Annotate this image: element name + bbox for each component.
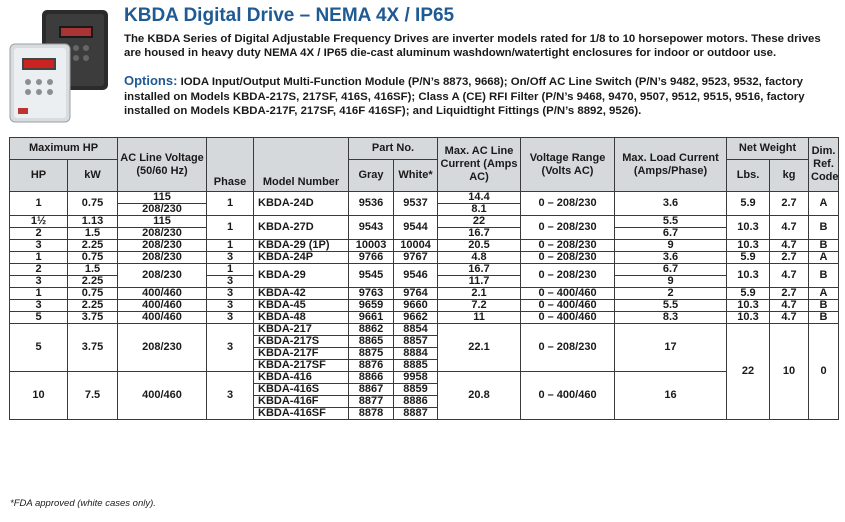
table-row: 1½ 1.13 115 1 KBDA-27D 9543 9544 22 0 – …	[9, 215, 840, 240]
options-label: Options:	[124, 73, 178, 88]
header-net-weight: Net Weight	[726, 137, 810, 160]
footnote: *FDA approved (white cases only).	[10, 498, 156, 509]
table-row: 5 3.75 208/230 3 KBDA-217 8862 8854 22.1…	[9, 323, 840, 420]
table-row: 1 0.75 208/230 3 KBDA-24P 9766 9767 4.8 …	[9, 251, 840, 264]
header-white: White*	[393, 159, 439, 192]
header-lbs: Lbs.	[726, 159, 771, 192]
table-header: Maximum HP AC Line Voltage (50/60 Hz) Ph…	[8, 137, 840, 192]
header-max-hp: Maximum HP	[8, 137, 119, 160]
table-row: 2 1.5 208/230 1 KBDA-29 9545 9546 16.7 0…	[9, 263, 840, 288]
table-row: 1 0.75 400/460 3 KBDA-42 9763 9764 2.1 0…	[9, 287, 840, 300]
header-gray: Gray	[348, 159, 395, 192]
table-row: 3 2.25 400/460 3 KBDA-45 9659 9660 7.2 0…	[9, 299, 840, 312]
white-drive-image	[9, 43, 71, 123]
table-row: 1 0.75 115 1 KBDA-24D 9536 9537 14.4 0 –…	[9, 191, 840, 216]
table-row: KBDA-217S 8865 8857	[10, 335, 839, 348]
header-max-load-current: Max. Load Current (Amps/Phase)	[614, 137, 728, 192]
header-part-no: Part No.	[348, 137, 439, 160]
table-row: 2 1.5 208/230 16.7 6.7	[9, 227, 839, 240]
table-row: 3 2.25 208/230 1 KBDA-29 (1P) 10003 1000…	[9, 239, 840, 252]
header-voltage-range: Voltage Range (Volts AC)	[520, 137, 616, 192]
options-paragraph: Options: IODA Input/Output Multi-Functio…	[124, 73, 836, 119]
header-model-number: Model Number	[253, 137, 350, 192]
table-row: 10 7.5 400/460 3 KBDA-416 8866 9958 20.8…	[9, 371, 839, 420]
table-row: KBDA-416SF 8878 8887	[10, 407, 839, 420]
table-body: 1 0.75 115 1 KBDA-24D 9536 9537 14.4 0 –…	[9, 191, 840, 420]
table-row: 208/230 8.1	[10, 203, 839, 216]
product-photo	[9, 10, 108, 123]
header-max-ac-current: Max. AC Line Current (Amps AC)	[437, 137, 522, 192]
table-row: KBDA-416S 8867 8859	[10, 383, 839, 396]
page-title: KBDA Digital Drive – NEMA 4X / IP65	[124, 5, 455, 26]
table-row: KBDA-416F 8877 8886	[10, 395, 839, 408]
options-text: IODA Input/Output Multi-Function Module …	[124, 76, 805, 117]
header-kg: kg	[769, 159, 810, 192]
header-dim-ref-code: Dim. Ref. Code	[808, 137, 840, 192]
table-row: 3 2.25 3 11.7 9	[9, 275, 839, 288]
intro-paragraph: The KBDA Series of Digital Adjustable Fr…	[124, 33, 821, 59]
header-phase: Phase	[206, 137, 255, 192]
header-hp: HP	[9, 159, 68, 192]
header-kw: kW	[66, 159, 119, 192]
table-row: 5 3.75 400/460 3 KBDA-48 9661 9662 11 0 …	[9, 311, 840, 324]
header-ac-line-voltage: AC Line Voltage (50/60 Hz)	[117, 137, 208, 192]
spec-table: Maximum HP AC Line Voltage (50/60 Hz) Ph…	[8, 137, 840, 420]
table-row: KBDA-217SF 8876 8885	[10, 359, 839, 372]
